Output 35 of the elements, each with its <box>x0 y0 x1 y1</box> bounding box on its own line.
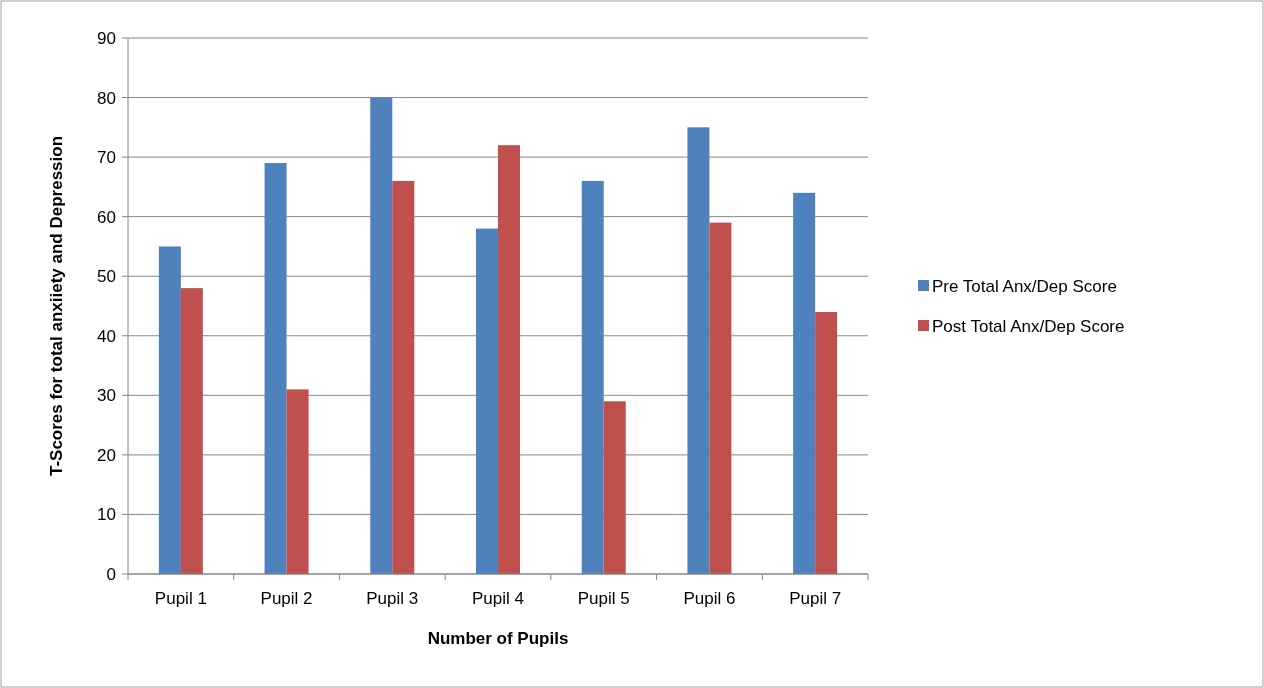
bar <box>498 145 520 574</box>
bar <box>815 311 838 574</box>
bar <box>603 401 626 574</box>
y-tick-label: 80 <box>97 88 116 108</box>
y-tick-label: 0 <box>106 564 116 584</box>
bar <box>581 180 604 574</box>
x-tick-label: Pupil 1 <box>154 589 207 608</box>
bar <box>180 288 203 574</box>
bar <box>476 228 498 574</box>
bar <box>687 127 710 574</box>
x-tick-label: Pupil 2 <box>260 589 313 608</box>
bar <box>370 97 393 574</box>
x-tick-label: Pupil 6 <box>683 589 736 608</box>
y-tick-label: 50 <box>97 267 116 287</box>
x-tick-label: Pupil 5 <box>577 589 630 608</box>
bar <box>392 180 415 574</box>
legend-label: Pre Total Anx/Dep Score <box>932 276 1117 296</box>
bar <box>793 192 816 574</box>
legend-label: Post Total Anx/Dep Score <box>932 316 1125 336</box>
y-tick-label: 70 <box>97 148 116 168</box>
y-tick-label: 30 <box>97 386 116 406</box>
x-tick-label: Pupil 3 <box>366 589 419 608</box>
y-axis-title: T-Scores for total anxiiety and Depression <box>47 135 66 477</box>
y-tick-label: 60 <box>97 207 116 227</box>
bar <box>264 163 287 574</box>
x-tick-label: Pupil 7 <box>789 589 842 608</box>
y-tick-label: 90 <box>97 28 116 48</box>
bar <box>158 246 181 574</box>
bar <box>286 389 309 574</box>
y-tick-label: 10 <box>97 505 116 525</box>
x-tick-label: Pupil 4 <box>472 589 524 608</box>
bar <box>709 222 732 574</box>
x-axis-title: Number of Pupils <box>427 629 569 648</box>
y-tick-label: 20 <box>97 445 116 465</box>
y-tick-label: 40 <box>97 326 116 346</box>
